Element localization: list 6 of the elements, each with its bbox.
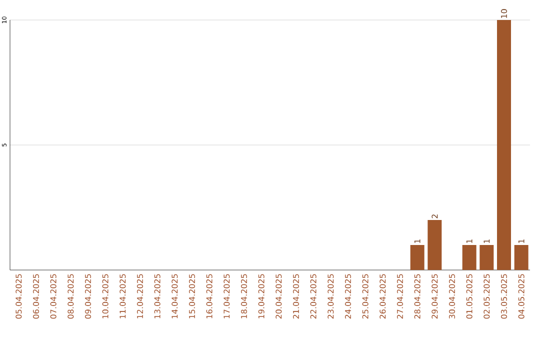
bar — [428, 220, 442, 270]
bar — [497, 20, 512, 270]
bar — [514, 245, 528, 270]
bar — [410, 245, 424, 270]
bar — [480, 245, 494, 270]
bar — [462, 245, 476, 270]
